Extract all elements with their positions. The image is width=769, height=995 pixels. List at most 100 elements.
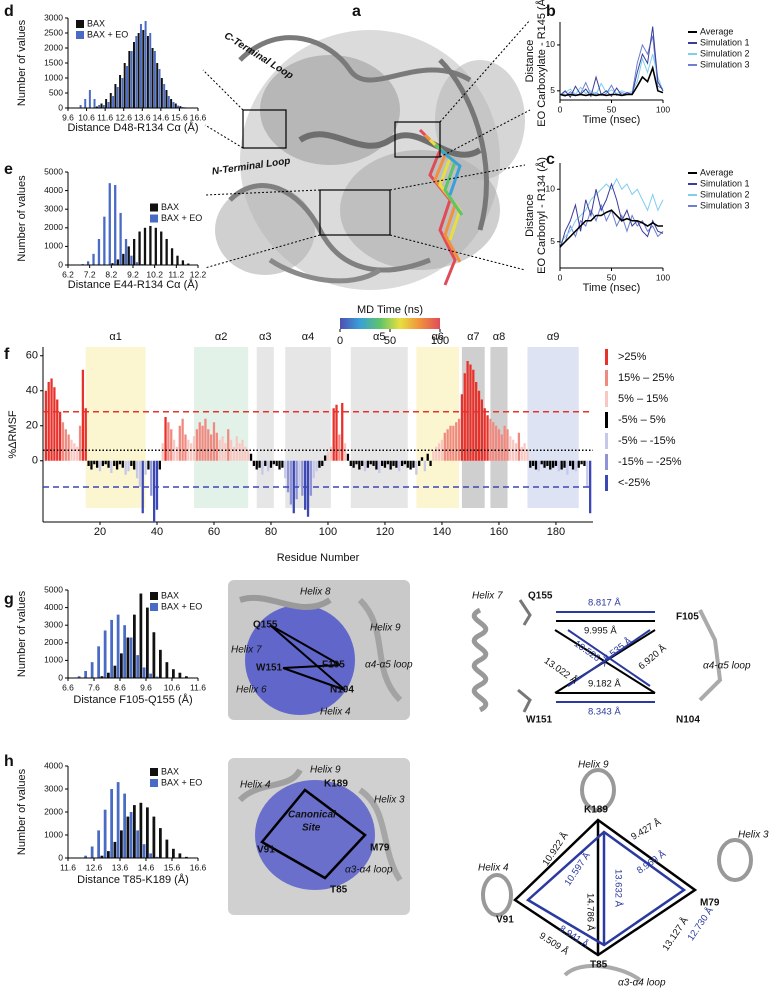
histogram-bar [144,21,147,108]
bar [318,460,321,468]
histogram-bar [116,614,120,678]
bar [118,460,122,465]
bar [315,460,318,472]
histogram-bar [165,662,169,678]
y-tick-label: 20 [26,420,38,432]
histogram-bar [156,63,159,108]
y-tick-label: 2000 [44,42,63,52]
residue-label: W151 [526,715,553,726]
bar [497,429,501,461]
bar [272,460,275,465]
surface-image: Helix 8 Helix 9 Q155 W151 F105 N104 α4-α… [228,580,413,720]
y-tick-label: 1000 [44,241,63,251]
x-tick-label: 10.2 [146,269,163,279]
legend-label: Simulation 1 [700,37,750,47]
legend-label: Average [700,167,733,177]
histogram-bar [114,84,117,108]
series-line [559,26,664,99]
legend-swatch [76,20,84,28]
colorbar [340,318,440,329]
bar [275,460,278,466]
x-tick-label: 80 [265,526,277,538]
bar [554,460,558,466]
x-tick-label: 11.6 [60,862,76,872]
y-tick-label: 5000 [44,584,63,594]
legend-swatch [150,592,158,600]
histogram-bar [135,36,138,108]
histogram-bar [172,848,175,858]
histogram-bar [138,231,141,265]
histogram-bar [133,238,136,265]
x-tick-label: 8.6 [114,682,126,692]
bar [198,422,201,461]
bar [104,460,107,465]
bar [153,460,156,522]
bar [486,415,489,461]
bar [418,460,421,466]
bar [463,373,466,461]
x-tick-label: 20 [94,526,106,538]
series-line [559,182,664,250]
histogram-bar [90,846,94,858]
bar [181,418,184,461]
bar [432,450,435,461]
residue-label: W151 [256,663,283,674]
y-tick-label: 500 [49,87,63,97]
legend-swatch [605,370,608,386]
bar [218,439,221,461]
y-tick-label: 3000 [44,203,63,213]
histogram-bar [126,66,129,108]
bar [509,436,512,461]
legend-label: BAX + EO [87,29,128,39]
bar [537,460,540,472]
colorbar-tick-label: 100 [431,335,449,347]
bar [161,443,164,461]
histogram-bar [79,105,82,108]
legend-label: BAX [161,202,179,212]
x-tick-label: 50 [607,104,617,114]
bar [435,446,438,461]
y-tick-label: 0 [58,102,63,112]
y-tick-label: 40 [26,385,38,397]
x-tick-label: 60 [208,526,220,538]
x-tick-label: 100 [656,272,670,282]
legend-label: -5% – -15% [618,435,676,447]
residue-label: K189 [584,805,608,816]
histogram-bar [133,42,135,108]
bar [278,460,281,470]
histogram-bar [119,75,122,108]
histogram-bar [110,789,114,858]
bar [489,418,492,461]
legend-label: Simulation 2 [700,189,750,199]
bar [517,432,521,461]
legend-swatch [150,779,158,787]
helix-label: α6 [431,331,443,343]
helix-label: Helix 9 [370,623,401,634]
bar [304,460,307,510]
histogram-bar [158,69,161,108]
bar [529,460,532,468]
x-tick-label: 15.6 [171,112,188,122]
bar [560,460,563,470]
histogram-bar [170,248,174,265]
y-tick-label: 2000 [44,637,63,647]
bar [187,439,190,461]
bar [127,460,130,472]
histogram-bar [107,851,110,858]
bar [335,404,338,461]
bar [383,460,387,468]
histogram-bar [97,646,101,678]
bar [224,443,227,461]
bar [523,443,526,461]
y-tick-label: 3000 [44,783,63,793]
y-tick-label: 2000 [44,222,63,232]
bar [426,453,429,461]
y-axis-label: EO Carboxylate - R145 (Å) [535,0,548,127]
panel-label: h [4,753,14,770]
histogram-bar [122,253,125,265]
helix-label: Helix 7 [231,645,262,656]
x-tick-label: 14.6 [153,112,170,122]
bar [375,460,378,470]
legend-label: Simulation 3 [700,200,750,210]
legend-swatch [605,454,608,470]
